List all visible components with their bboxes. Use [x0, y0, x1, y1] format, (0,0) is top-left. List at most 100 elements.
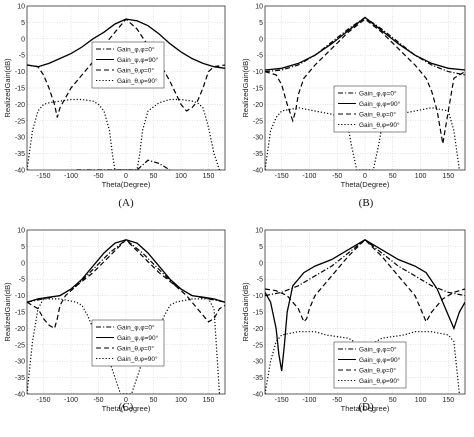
- y-tick-label: -20: [15, 102, 25, 109]
- legend-entry: Gain_φ,φ=90°: [117, 334, 159, 342]
- plot-frame: [26, 229, 226, 395]
- x-tick-label: 0: [363, 173, 367, 180]
- y-tick-label: -35: [253, 151, 263, 158]
- y-tick-label: 10: [17, 228, 25, 235]
- legend-entry: Gain_θ,φ=0°: [359, 110, 396, 118]
- x-axis-label: Theta(Degree): [341, 404, 390, 413]
- legend-entry: Gain_θ,φ=90°: [117, 355, 158, 363]
- x-tick-label: -150: [275, 397, 289, 404]
- chart-panel-4: -150 -100 -50 0 50 100 1501050-5-10-15-20-25-3…: [241, 228, 466, 413]
- y-tick-label: -40: [253, 168, 263, 175]
- x-tick-label: 50: [389, 173, 397, 180]
- x-tick-label: -50: [93, 173, 103, 180]
- panel-caption: (D): [358, 401, 374, 413]
- x-axis-label: Theta(Degree): [102, 404, 151, 413]
- y-tick-label: -20: [15, 326, 25, 333]
- legend-box: [333, 85, 407, 133]
- x-tick-label: 150: [203, 397, 215, 404]
- y-tick-label: 5: [21, 20, 25, 27]
- y-tick-label: 0: [259, 36, 263, 43]
- y-tick-label: -30: [253, 135, 263, 142]
- series-line-4: [265, 331, 460, 394]
- y-tick-label: -10: [15, 293, 25, 300]
- y-tick-label: -40: [253, 392, 263, 399]
- x-tick-label: 150: [442, 397, 454, 404]
- y-tick-label: -10: [253, 69, 263, 76]
- x-tick-label: -150: [36, 173, 50, 180]
- legend-entry: Gain_φ,φ=90°: [359, 356, 401, 364]
- y-tick-label: 10: [255, 4, 263, 11]
- legend-entry: Gain_φ,φ=0°: [117, 323, 155, 331]
- y-tick-label: -15: [253, 310, 263, 317]
- x-tick-label: -100: [302, 173, 316, 180]
- series-line-2: [265, 16, 465, 71]
- y-tick-label: -25: [15, 118, 25, 125]
- chart-panel-3: -150 -100 -50 0 50 100 1501050-5-10-15-20-25-3…: [3, 228, 226, 413]
- y-tick-label: -30: [15, 135, 25, 142]
- y-tick-label: -35: [253, 375, 263, 382]
- y-tick-label: 0: [259, 260, 263, 267]
- panel-caption: (B): [359, 197, 374, 209]
- series-line-2: [265, 239, 465, 372]
- x-tick-label: 100: [415, 397, 427, 404]
- x-tick-label: -150: [36, 397, 50, 404]
- legend-box: [91, 319, 165, 367]
- y-tick-label: -40: [15, 168, 25, 175]
- y-tick-label: 0: [21, 36, 25, 43]
- legend-entry: Gain_φ,φ=0°: [359, 89, 397, 97]
- x-tick-label: 100: [175, 173, 187, 180]
- y-tick-label: -10: [253, 293, 263, 300]
- y-axis-label: RealizedGain(dB): [241, 58, 250, 118]
- x-tick-label: 100: [415, 173, 427, 180]
- y-tick-label: -30: [15, 359, 25, 366]
- x-tick-label: 150: [203, 173, 215, 180]
- y-axis-label: RealizedGain(dB): [3, 282, 12, 342]
- legend: Gain_φ,φ=0° Gain_φ,φ=90° Gain_θ,φ=0° Gain_θ…: [333, 341, 407, 389]
- legend-entry: Gain_φ,φ=0°: [359, 345, 397, 353]
- series-line-1: [76, 159, 171, 170]
- y-tick-label: -5: [257, 53, 263, 60]
- chart-panel-1: -150 -100 -50 0 50 100 1501050-5-10-15-20-25-3…: [3, 4, 226, 209]
- legend: Gain_φ,φ=0° Gain_φ,φ=90° Gain_θ,φ=0° Gain_θ…: [91, 41, 165, 89]
- x-tick-label: -150: [275, 173, 289, 180]
- y-tick-label: -40: [15, 392, 25, 399]
- y-tick-label: -35: [15, 151, 25, 158]
- series-line-3: [27, 18, 225, 118]
- y-tick-label: 10: [255, 228, 263, 235]
- series-line-4: [27, 98, 221, 170]
- y-tick-label: -35: [15, 375, 25, 382]
- y-tick-label: -25: [253, 342, 263, 349]
- plot-frame: [264, 5, 466, 171]
- panel-caption: (A): [118, 197, 134, 209]
- y-tick-label: -25: [253, 118, 263, 125]
- x-tick-label: -50: [332, 397, 342, 404]
- legend-entry: Gain_θ,φ=0°: [359, 366, 396, 374]
- y-tick-label: 5: [259, 20, 263, 27]
- x-tick-label: -100: [302, 397, 316, 404]
- y-tick-label: -10: [15, 69, 25, 76]
- y-tick-label: -25: [15, 342, 25, 349]
- y-tick-label: -5: [19, 53, 25, 60]
- series-line-3: [27, 238, 225, 330]
- panel-caption: (C): [119, 401, 134, 413]
- legend-entry: Gain_θ,φ=0°: [117, 344, 154, 352]
- legend-entry: Gain_φ,φ=90°: [359, 100, 401, 108]
- x-axis-label: Theta(Degree): [341, 180, 390, 189]
- x-tick-label: -50: [332, 173, 342, 180]
- legend-entry: Gain_θ,φ=90°: [117, 77, 158, 85]
- y-tick-label: 0: [21, 260, 25, 267]
- y-tick-label: 5: [259, 244, 263, 251]
- y-tick-label: -15: [15, 310, 25, 317]
- y-tick-label: 10: [17, 4, 25, 11]
- y-tick-label: -20: [253, 102, 263, 109]
- x-tick-label: 50: [150, 397, 158, 404]
- series-line-3: [265, 238, 465, 324]
- y-axis-label: RealizedGain(dB): [241, 282, 250, 342]
- legend-entry: Gain_φ,φ=90°: [117, 56, 159, 64]
- legend-box: [333, 341, 407, 389]
- x-tick-label: 100: [175, 397, 187, 404]
- y-axis-label: RealizedGain(dB): [3, 58, 12, 118]
- y-tick-label: -15: [15, 86, 25, 93]
- x-tick-label: -50: [93, 397, 103, 404]
- legend: Gain_φ,φ=0° Gain_φ,φ=90° Gain_θ,φ=0° Gain_θ…: [333, 85, 407, 133]
